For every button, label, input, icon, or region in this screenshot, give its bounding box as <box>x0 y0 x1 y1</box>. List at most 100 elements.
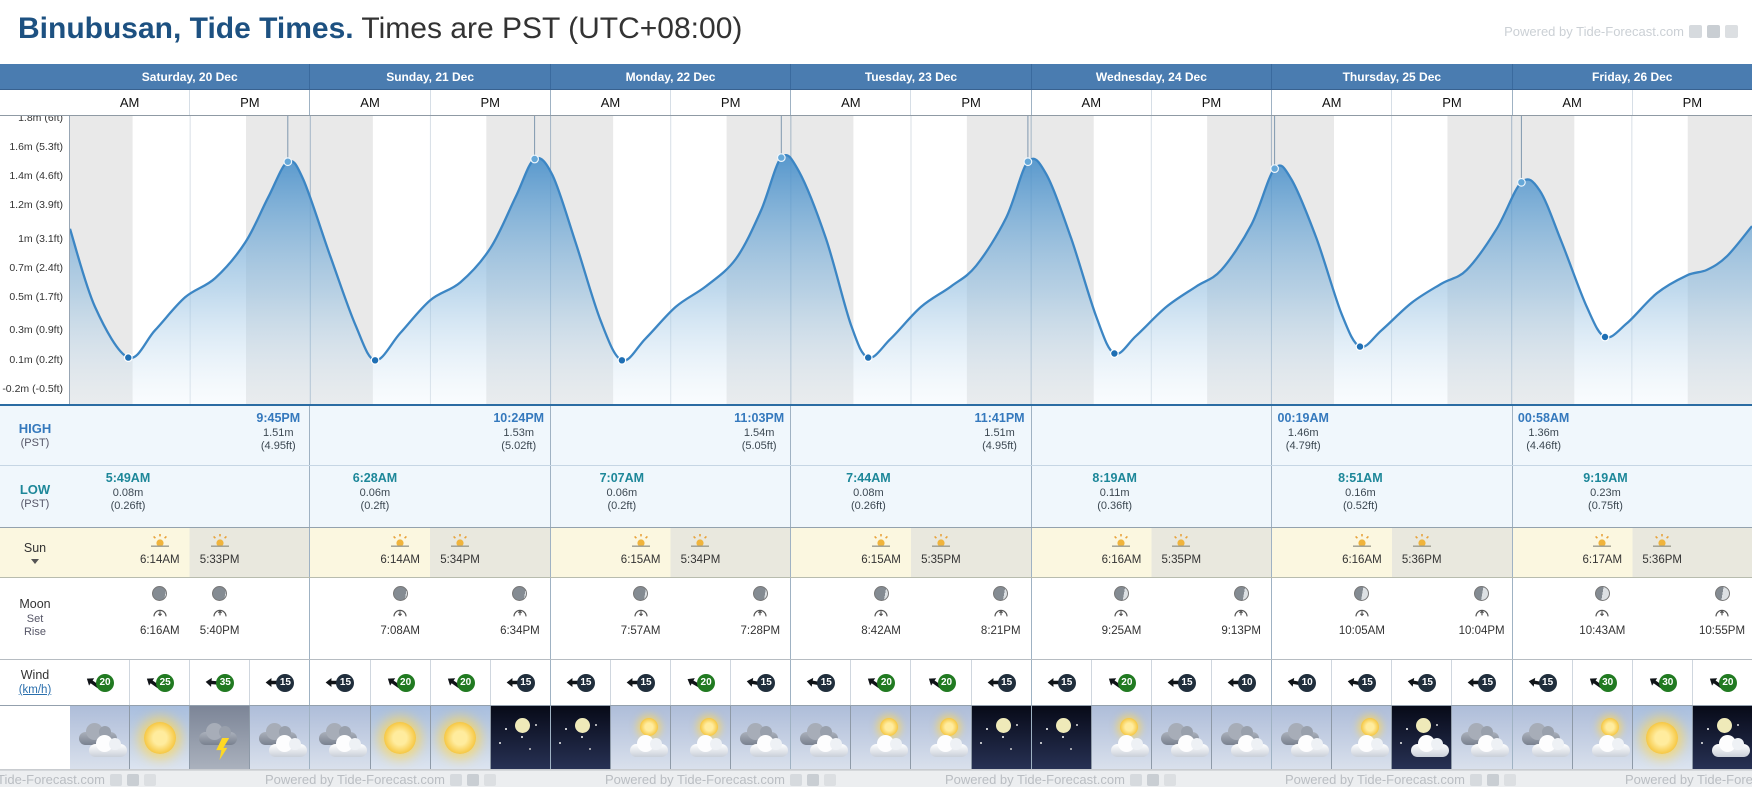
pm-label: PM <box>910 90 1030 115</box>
social-icon[interactable] <box>1163 773 1176 786</box>
wind-cell: 30 <box>1571 660 1632 705</box>
social-icon[interactable] <box>1725 25 1738 38</box>
wind-row: Wind (km/h) 20 25 35 15 15 20 20 15 15 15 20 15 15 20… <box>0 660 1752 706</box>
powered-by-text: Powered by Tide-Forecast.com <box>945 772 1125 787</box>
stars-icon <box>985 728 988 730</box>
stars-icon <box>564 728 567 730</box>
social-icon[interactable] <box>823 773 836 786</box>
social-icon[interactable] <box>1503 773 1516 786</box>
powered-by-link-footer[interactable]: Powered by Tide-Forecast.com <box>605 772 836 787</box>
wind-direction-icon <box>987 678 1002 687</box>
powered-by-link-footer[interactable]: Powered by Tide-Forecast.com <box>265 772 496 787</box>
sunrise-icon <box>1592 534 1612 551</box>
social-icon[interactable] <box>449 773 462 786</box>
wind-speed-badge: 20 <box>937 673 956 692</box>
sun-day-cell: 6:16AM 5:36PM <box>1271 528 1512 577</box>
wind-cell: 15 <box>609 660 670 705</box>
high-label: HIGH <box>18 420 52 436</box>
sunset-icon <box>690 534 710 551</box>
social-icon[interactable] <box>789 773 802 786</box>
moonrise-icon <box>512 604 528 622</box>
weather-partly <box>910 706 971 769</box>
wind-cell: 10 <box>1272 660 1331 705</box>
social-icon[interactable] <box>806 773 819 786</box>
tide-chart <box>70 116 1752 404</box>
weather-partly <box>1331 706 1392 769</box>
powered-by-link-footer[interactable]: Powered by Tide-Forecast.com <box>945 772 1176 787</box>
weather-cloudy <box>1272 706 1332 769</box>
wind-speed-badge: 15 <box>1057 673 1076 692</box>
moonset-icon <box>1113 604 1129 622</box>
sunrise-block: 6:17AM <box>1567 534 1637 566</box>
moon-phase-icon <box>1354 586 1370 601</box>
y-axis-tick: 1.2m (3.9ft) <box>9 199 63 212</box>
ampm-row: AM PM AM PM AM PM AM PM AM PM AM PM AM PM <box>0 90 1752 116</box>
moon-icon <box>1055 718 1071 733</box>
powered-by-link-footer[interactable]: Powered by Tide-Forecast.com <box>1625 772 1752 787</box>
moon-phase-icon <box>1594 586 1610 601</box>
wind-speed-badge: 15 <box>1538 673 1557 692</box>
moonset-block: 7:08AM <box>365 586 435 637</box>
moonrise-block: 6:34PM <box>485 586 555 637</box>
social-icon[interactable] <box>1146 773 1159 786</box>
wind-cell: 30 <box>1631 660 1692 705</box>
weather-day-cell <box>309 706 550 769</box>
social-icon[interactable] <box>1469 773 1482 786</box>
chevron-down-icon[interactable] <box>31 559 39 565</box>
social-icon[interactable] <box>109 773 122 786</box>
moonrise-block: 7:28PM <box>725 586 795 637</box>
weather-sunny <box>1631 706 1692 769</box>
sunrise-block: 6:16AM <box>1327 534 1397 566</box>
social-icon[interactable] <box>483 773 496 786</box>
ampm-day-cell: AM PM <box>1271 90 1511 115</box>
y-axis-tick: 1m (3.1ft) <box>18 232 63 245</box>
high-tide-row: HIGH (PST) 9:45PM 1.51m (4.95ft) 10:24PM 1.5… <box>0 404 1752 466</box>
social-icon[interactable] <box>143 773 156 786</box>
powered-by-link-top[interactable]: Powered by Tide-Forecast.com <box>1504 24 1738 39</box>
weather-day-cell <box>1511 706 1752 769</box>
wind-speed-badge: 10 <box>1298 673 1317 692</box>
social-icon[interactable] <box>1486 773 1499 786</box>
social-icon[interactable] <box>466 773 479 786</box>
social-icon[interactable] <box>126 773 139 786</box>
weather-cloudy <box>791 706 851 769</box>
moon-icon <box>995 718 1011 733</box>
low-tide-value: 5:49AM 0.08m (0.26ft) <box>105 471 151 513</box>
day-header-cells: Saturday, 20 Dec Sunday, 21 Dec Monday, 22… <box>70 64 1752 89</box>
am-label: AM <box>841 95 861 110</box>
sunrise-block: 6:15AM <box>846 534 916 566</box>
moonset-time: 9:25AM <box>1101 625 1142 637</box>
moonrise-icon <box>1233 604 1249 622</box>
am-label: AM <box>1321 95 1342 110</box>
y-axis-tick: 0.5m (1.7ft) <box>9 291 63 304</box>
wind-day-cell: 15 20 20 15 <box>309 660 549 705</box>
wind-cells: 20 25 35 15 15 20 20 15 15 15 20 15 15 20 20 15 15 20 15 10… <box>70 660 1752 705</box>
wind-speed-badge: 20 <box>396 673 415 692</box>
weather-cells <box>70 706 1752 769</box>
wind-speed-badge: 25 <box>156 673 175 692</box>
weather-cloudy <box>70 706 130 769</box>
moon-day-cell: 6:16AM 5:40PM <box>70 578 309 659</box>
stars-icon <box>1706 728 1709 730</box>
social-icon[interactable] <box>1689 25 1702 38</box>
moonrise-time: 6:34PM <box>500 625 540 637</box>
wind-speed-badge: 15 <box>1358 673 1377 692</box>
sunset-icon <box>1412 534 1432 551</box>
powered-by-link-footer[interactable]: Powered by Tide-Forecast.com <box>0 772 156 787</box>
weather-day-cell <box>1271 706 1512 769</box>
powered-by-link-footer[interactable]: Powered by Tide-Forecast.com <box>1285 772 1516 787</box>
kmh-unit-link[interactable]: (km/h) <box>18 684 52 697</box>
social-icon[interactable] <box>1707 25 1720 38</box>
ampm-day-cell: AM PM <box>549 90 790 115</box>
sunset-icon <box>450 534 470 551</box>
social-icon[interactable] <box>1129 773 1142 786</box>
weather-night-clear <box>1031 706 1091 769</box>
moonrise-time: 10:04PM <box>1458 625 1505 637</box>
sunrise-icon <box>871 534 891 551</box>
high-tide-value: 10:24PM 1.53m (5.02ft) <box>493 411 545 453</box>
high-tide-day-cell <box>1030 406 1271 465</box>
ampm-day-cell: AM PM <box>70 90 309 115</box>
low-tide-cells: 5:49AM 0.08m (0.26ft) 6:28AM 0.06m (0.2ft) 7:0… <box>70 466 1752 527</box>
moon-phase-icon <box>152 586 168 601</box>
wind-cell: 20 <box>1090 660 1151 705</box>
